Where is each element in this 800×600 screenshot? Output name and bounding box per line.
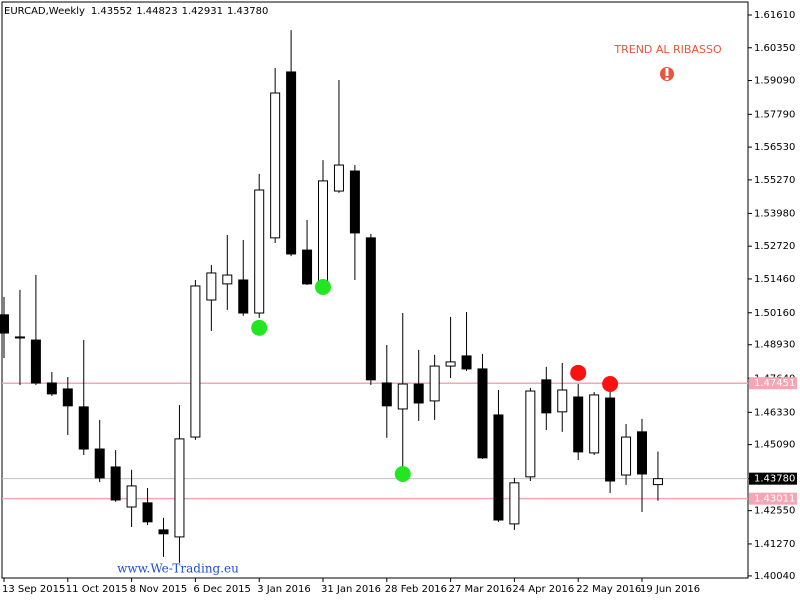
y-tick-label: 1.60350 <box>754 43 795 54</box>
candle-body <box>14 336 25 339</box>
y-tick-label: 1.45090 <box>754 440 795 451</box>
candle-body <box>557 389 568 413</box>
candle-body <box>589 394 600 454</box>
plot-frame <box>1 1 749 579</box>
candle-body <box>222 274 233 285</box>
signal-dot <box>394 465 411 482</box>
candle-body <box>573 396 584 453</box>
x-tick-label: 11 Oct 2015 <box>66 584 128 595</box>
signal-dot <box>570 364 587 381</box>
open-label: 1.43552 <box>91 6 132 17</box>
x-tick-label: 24 Apr 2016 <box>512 584 574 595</box>
candle-body <box>397 383 408 410</box>
candle-body <box>270 92 281 239</box>
close-label: 1.43780 <box>227 6 268 17</box>
signal-dot <box>315 279 331 296</box>
candle-body <box>126 485 137 508</box>
candle-body <box>365 237 376 381</box>
candle-body <box>158 529 169 535</box>
candle-body <box>62 388 73 407</box>
alert-icon <box>660 67 674 81</box>
y-tick-label: 1.42550 <box>754 506 795 517</box>
y-tick-label: 1.56530 <box>754 142 795 153</box>
level-label-box <box>749 492 797 505</box>
candle-body <box>142 502 153 523</box>
candle-body <box>333 164 344 192</box>
low-label: 1.42931 <box>182 6 223 17</box>
candle-body <box>429 365 440 402</box>
candle-body <box>445 361 456 367</box>
candle-body <box>637 431 647 475</box>
candle-body <box>206 272 217 301</box>
candle-body <box>381 382 392 407</box>
candle-body <box>0 314 9 334</box>
y-tick-label: 1.59090 <box>754 76 795 87</box>
x-tick-label: 3 Jan 2016 <box>257 584 311 595</box>
candle-body <box>525 390 536 478</box>
current-price-label: 1.43780 <box>754 474 795 485</box>
x-tick-label: 6 Dec 2015 <box>193 584 251 595</box>
candle-body <box>46 382 57 395</box>
candle-body <box>94 448 105 479</box>
level-label: 1.47451 <box>754 378 795 389</box>
level-label-box <box>749 377 797 390</box>
x-tick-label: 22 May 2016 <box>576 584 641 595</box>
y-tick-label: 1.57790 <box>754 109 795 120</box>
y-tick-label: 1.53980 <box>754 208 795 219</box>
candle-body <box>605 397 616 482</box>
candle-body <box>302 249 313 285</box>
candle-body <box>461 355 472 370</box>
candle-body <box>190 285 201 438</box>
signal-dot <box>602 376 619 393</box>
y-tick-label: 1.46330 <box>754 407 795 418</box>
signal-dot <box>251 319 268 336</box>
y-tick-label: 1.40040 <box>754 571 795 582</box>
candle-body <box>78 406 89 450</box>
chart-header: EURCAD,Weekly 1.43552 1.44823 1.42931 1.4378… <box>4 6 268 17</box>
candle-body <box>541 379 552 414</box>
y-tick-label: 1.41270 <box>754 539 795 550</box>
y-tick-label: 1.61610 <box>754 10 795 21</box>
candle-body <box>652 478 663 486</box>
candle-body <box>110 466 121 501</box>
x-tick-label: 27 Mar 2016 <box>449 584 512 595</box>
y-tick-label: 1.55270 <box>754 175 795 186</box>
candle-body <box>413 383 424 404</box>
y-tick-label: 1.52720 <box>754 241 795 252</box>
y-tick-label: 1.48930 <box>754 340 795 351</box>
candle-body <box>318 180 328 285</box>
x-tick-label: 13 Sep 2015 <box>2 584 65 595</box>
high-label: 1.44823 <box>136 6 177 17</box>
annotation: TREND AL RIBASSO <box>613 43 722 56</box>
x-tick-label: 19 Jun 2016 <box>640 584 700 595</box>
candle-body <box>30 339 41 384</box>
candle-body <box>621 436 632 476</box>
candle-body <box>349 170 360 234</box>
candle-body <box>238 279 249 314</box>
x-tick-label: 8 Nov 2015 <box>130 584 188 595</box>
candle-body <box>254 189 265 314</box>
level-label: 1.43011 <box>754 494 795 505</box>
y-tick-label: 1.51460 <box>754 274 795 285</box>
watermark: www.We-Trading.eu <box>117 562 239 576</box>
candle-body <box>509 482 520 525</box>
x-tick-label: 28 Feb 2016 <box>385 584 447 595</box>
symbol: EURCAD,Weekly <box>4 6 85 17</box>
current-price-box <box>749 472 797 485</box>
candle-body <box>477 368 488 459</box>
y-tick-label: 1.50160 <box>754 308 795 319</box>
candle-body <box>286 71 297 255</box>
x-tick-label: 31 Jan 2016 <box>321 584 381 595</box>
candle-body <box>493 414 504 521</box>
candle-body <box>174 438 185 538</box>
